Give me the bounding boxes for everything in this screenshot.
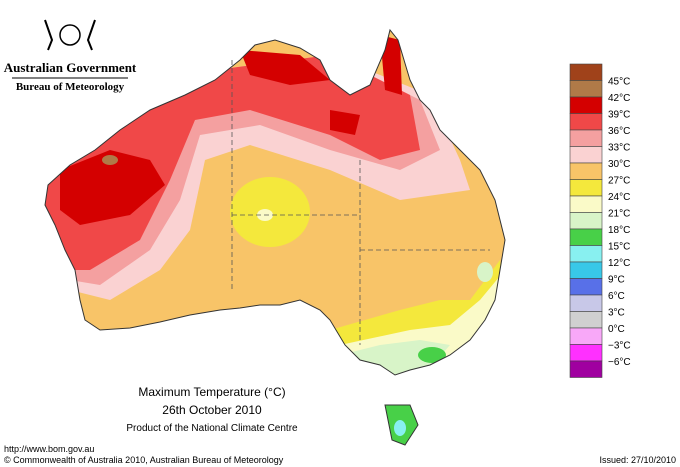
legend-swatch [569, 228, 603, 246]
legend-swatch [569, 96, 603, 114]
legend-label: −3°C [608, 341, 631, 352]
legend-swatch [569, 360, 603, 378]
legend-label: 0°C [608, 324, 625, 335]
map-date: 26th October 2010 [162, 403, 262, 417]
legend-swatch [569, 162, 603, 180]
coastline [44, 28, 506, 446]
legend-label: 9°C [608, 275, 625, 286]
legend-swatch [569, 179, 603, 197]
legend-swatch [569, 129, 603, 147]
legend: 45°C 42°C 39°C 36°C 33°C 30°C 27°C 24°C 21°C 18°C… [569, 63, 631, 378]
legend-label: 12°C [608, 258, 630, 269]
legend-swatch [569, 327, 603, 345]
agency: Australian Government [4, 60, 137, 75]
legend-label: 33°C [608, 143, 630, 154]
legend-label: 24°C [608, 192, 630, 203]
issued: Issued: 27/10/2010 [599, 455, 676, 465]
legend-swatch [569, 212, 603, 230]
legend-swatch [569, 146, 603, 164]
legend-label: 39°C [608, 110, 630, 121]
legend-swatch [569, 294, 603, 312]
legend-label: 3°C [608, 308, 625, 319]
legend-swatch [569, 63, 603, 81]
coat-of-arms [44, 19, 96, 51]
legend-label: 21°C [608, 209, 630, 220]
legend-label: 36°C [608, 126, 630, 137]
legend-label: −6°C [608, 357, 631, 368]
url: http://www.bom.gov.au [4, 444, 94, 454]
legend-swatch [569, 113, 603, 131]
map-product: Product of the National Climate Centre [126, 423, 298, 434]
legend-label: 30°C [608, 159, 630, 170]
legend-label: 6°C [608, 291, 625, 302]
copyright: © Commonwealth of Australia 2010, Austra… [4, 455, 284, 465]
legend-swatch [569, 311, 603, 329]
legend-swatch [569, 261, 603, 279]
map-title: Maximum Temperature (°C) [138, 385, 285, 399]
legend-swatch [569, 245, 603, 263]
legend-label: 45°C [608, 77, 630, 88]
legend-swatch [569, 278, 603, 296]
state-borders [231, 60, 490, 345]
legend-swatch [569, 195, 603, 213]
legend-label: 15°C [608, 242, 630, 253]
legend-label: 27°C [608, 176, 630, 187]
legend-label: 42°C [608, 93, 630, 104]
legend-swatch [569, 344, 603, 362]
bureau: Bureau of Meteorology [16, 81, 125, 93]
legend-label: 18°C [608, 225, 630, 236]
legend-swatch [569, 80, 603, 98]
